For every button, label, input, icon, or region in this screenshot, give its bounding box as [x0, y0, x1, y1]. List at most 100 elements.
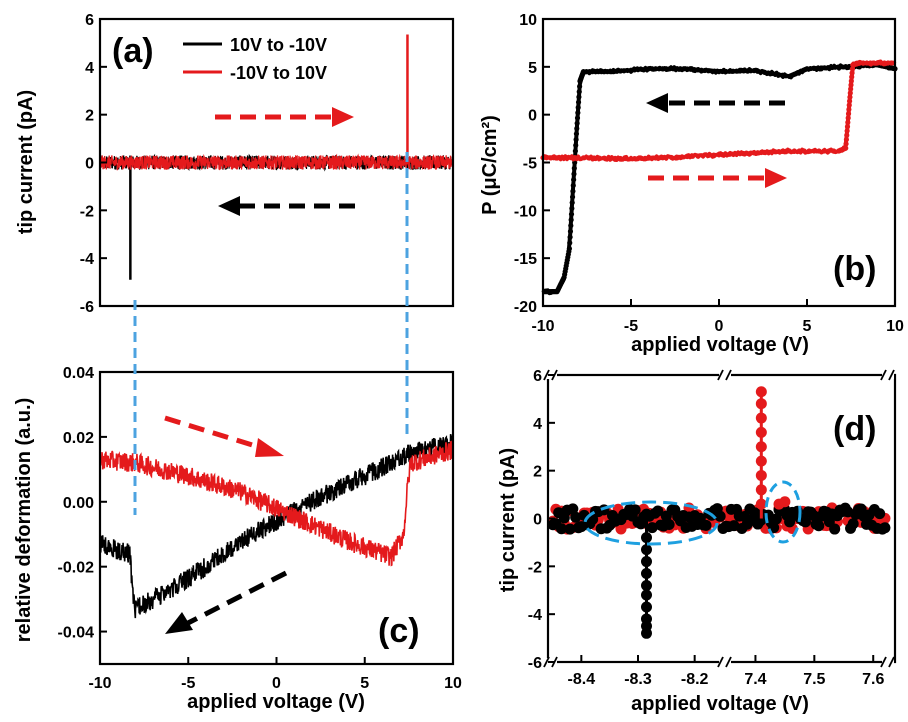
data-point: [577, 78, 583, 84]
y-tick-label: -0.04: [58, 625, 95, 642]
series-line-reverse: [99, 434, 454, 619]
data-point: [711, 152, 717, 158]
data-point: [800, 516, 811, 528]
data-point: [569, 205, 575, 212]
y-tick-label: -2: [80, 203, 94, 220]
x-tick-label: 10: [444, 675, 462, 692]
data-point: [575, 110, 581, 116]
y-tick-label: -4: [80, 251, 94, 268]
data-point: [641, 532, 652, 544]
data-point: [755, 469, 767, 481]
data-point: [577, 83, 583, 90]
panel-d-blank-area: [735, 585, 890, 660]
data-point: [684, 153, 690, 160]
legend-reverse-label: 10V to -10V: [230, 35, 327, 55]
data-point: [755, 498, 767, 510]
panel-b-reverse-arrowhead: [646, 93, 668, 113]
data-point: [574, 120, 580, 126]
y-tick-label: 0: [528, 108, 537, 125]
data-point: [567, 503, 579, 515]
axis-break-mark: [725, 656, 732, 668]
y-tick-label: 0.04: [63, 365, 94, 382]
data-point: [816, 148, 822, 154]
data-point: [591, 155, 597, 161]
panel-b-x-ticks: -10 -5 0 5 10: [531, 299, 904, 335]
data-point: [695, 153, 701, 159]
data-point: [786, 148, 793, 154]
data-point: [596, 155, 602, 161]
data-point: [646, 522, 658, 534]
data-point: [847, 518, 859, 530]
data-point: [568, 211, 575, 217]
panel-d-plot: [547, 386, 891, 639]
data-point: [641, 544, 652, 556]
data-point: [700, 153, 706, 159]
axis-break-mark: [888, 656, 895, 668]
data-point: [679, 154, 685, 160]
data-point: [573, 136, 579, 143]
panel-a-plot: [99, 34, 454, 280]
data-point: [623, 155, 629, 162]
data-point: [576, 94, 582, 100]
y-tick-label: -10: [514, 203, 537, 220]
data-point: [641, 556, 652, 568]
y-tick-label: 0: [85, 156, 94, 173]
data-point: [813, 520, 825, 532]
legend: 10V to -10V -10V to 10V: [183, 35, 327, 83]
x-tick-label: 0: [272, 675, 281, 692]
data-point: [663, 519, 675, 531]
panel-d-x-axis-label: applied voltage (V): [631, 693, 809, 715]
data-point: [674, 154, 680, 160]
y-tick-label: -6: [80, 299, 94, 316]
data-point: [568, 223, 574, 229]
panel-a-reverse-arrowhead: [218, 196, 240, 216]
axis-break-gap: [882, 658, 894, 666]
x-tick-label: -8.4: [568, 671, 596, 688]
axis-break-mark: [888, 369, 895, 381]
y-tick-label: 10: [519, 12, 537, 29]
y-tick-label: 0: [533, 512, 542, 529]
series-line-forward: [541, 59, 897, 162]
data-point: [844, 132, 850, 138]
x-tick-label: -10: [88, 675, 111, 692]
y-tick-label: 2: [85, 108, 94, 125]
panel-c-forward-arrow: [164, 415, 263, 451]
y-tick-label: 0.00: [63, 495, 94, 512]
panel-d-ellipse-left: [583, 500, 719, 546]
y-tick-label: 6: [85, 12, 94, 29]
data-point: [845, 111, 852, 117]
data-point: [811, 148, 817, 154]
panel-c-y-axis-label: relative deformation (a.u.): [13, 398, 35, 643]
data-point: [641, 601, 652, 613]
panel-c-y-ticks: 0.04 0.02 0.00 -0.02 -0.04: [58, 365, 107, 642]
data-point: [848, 78, 854, 84]
data-point: [845, 119, 851, 125]
panel-c-reverse-arrowhead: [165, 612, 193, 634]
data-point: [652, 505, 664, 517]
y-tick-label: -5: [523, 156, 537, 173]
axis-break-mark: [543, 369, 550, 381]
axis-break-mark: [543, 656, 550, 668]
data-point: [829, 523, 841, 535]
panel-b-y-ticks: 10 5 0 -5 -10 -15 -20: [514, 12, 550, 316]
panel-a-y-ticks: 6 4 2 0 -2 -4 -6: [80, 12, 107, 316]
data-point: [806, 148, 812, 154]
panel-d-ellipse-right: [764, 480, 802, 544]
x-tick-label: -5: [624, 318, 638, 335]
data-point: [755, 386, 767, 398]
x-tick-label: 5: [803, 318, 812, 335]
panel-a-label: (a): [112, 32, 154, 70]
data-point: [849, 74, 855, 80]
data-point: [755, 441, 767, 453]
data-point: [570, 182, 576, 189]
data-point: [571, 171, 577, 177]
x-tick-label: 7.6: [862, 671, 884, 688]
panel-d-y-axis-label: tip current (pA): [497, 448, 519, 592]
data-point: [575, 155, 581, 161]
data-point: [844, 124, 851, 130]
panel-b-y-axis-label: P (μC/cm²): [479, 115, 501, 215]
data-point: [770, 513, 782, 525]
data-point: [845, 115, 851, 121]
data-point: [576, 89, 582, 95]
data-point: [831, 148, 837, 154]
